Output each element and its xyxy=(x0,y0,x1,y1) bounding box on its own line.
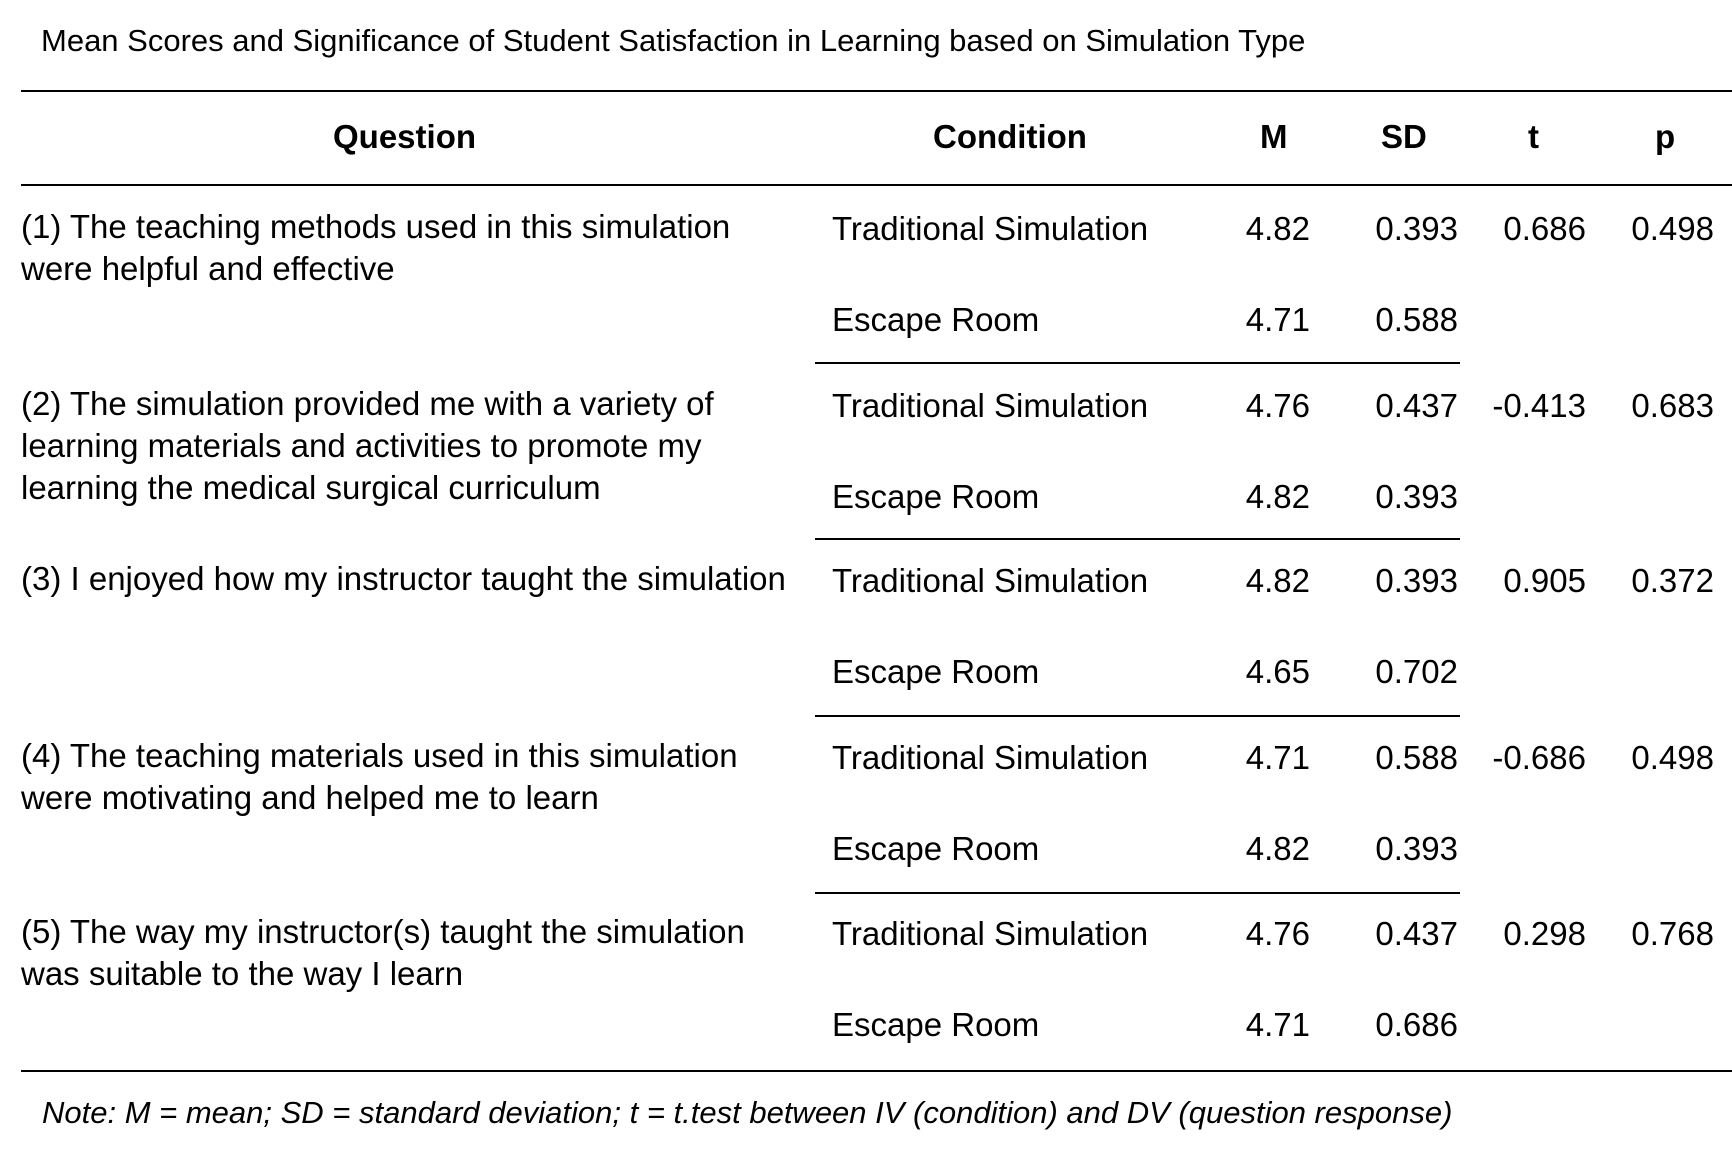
p-cell: 0.372 xyxy=(1631,562,1714,599)
question-text: (4) The teaching materials used in this … xyxy=(21,737,738,816)
mean-cell: 4.76 xyxy=(1245,915,1310,952)
group-separator xyxy=(815,362,1460,364)
group-separator xyxy=(815,715,1460,717)
sd-cell: 0.393 xyxy=(1375,210,1458,247)
p-cell: 0.498 xyxy=(1631,210,1714,247)
p-cell: 0.683 xyxy=(1631,387,1714,424)
t-cell: 0.905 xyxy=(1503,562,1586,599)
header-condition: Condition xyxy=(933,118,1087,155)
group-separator xyxy=(815,538,1460,540)
question-text: (3) I enjoyed how my instructor taught t… xyxy=(21,560,786,597)
sd-cell: 0.686 xyxy=(1375,1006,1458,1043)
header-p: p xyxy=(1655,118,1676,155)
header-rule xyxy=(21,184,1732,186)
condition-cell: Traditional Simulation xyxy=(832,387,1149,424)
mean-cell: 4.71 xyxy=(1245,739,1310,776)
mean-cell: 4.65 xyxy=(1245,653,1310,690)
table-caption: Mean Scores and Significance of Student … xyxy=(41,23,1306,58)
question-text: (2) The simulation provided me with a va… xyxy=(21,385,714,506)
header-question: Question xyxy=(333,118,477,155)
t-cell: 0.686 xyxy=(1503,210,1586,247)
sd-cell: 0.702 xyxy=(1375,653,1458,690)
t-cell: -0.413 xyxy=(1492,387,1586,424)
sd-cell: 0.437 xyxy=(1375,387,1458,424)
top-rule xyxy=(21,90,1732,92)
condition-cell: Escape Room xyxy=(832,301,1040,338)
bottom-rule xyxy=(21,1070,1732,1072)
t-cell: 0.298 xyxy=(1503,915,1586,952)
condition-cell: Escape Room xyxy=(832,478,1040,515)
sd-cell: 0.393 xyxy=(1375,562,1458,599)
mean-cell: 4.82 xyxy=(1245,830,1310,867)
p-cell: 0.498 xyxy=(1631,739,1714,776)
question-text: (1) The teaching methods used in this si… xyxy=(21,208,731,287)
sd-cell: 0.393 xyxy=(1375,478,1458,515)
question-text: (5) The way my instructor(s) taught the … xyxy=(21,913,745,992)
condition-cell: Traditional Simulation xyxy=(832,739,1149,776)
mean-cell: 4.82 xyxy=(1245,478,1310,515)
mean-cell: 4.82 xyxy=(1245,562,1310,599)
header-sd: SD xyxy=(1381,118,1427,155)
t-cell: -0.686 xyxy=(1492,739,1586,776)
p-cell: 0.768 xyxy=(1631,915,1714,952)
header-m: M xyxy=(1260,118,1288,155)
header-t: t xyxy=(1528,118,1539,155)
condition-cell: Traditional Simulation xyxy=(832,562,1149,599)
sd-cell: 0.393 xyxy=(1375,830,1458,867)
condition-cell: Escape Room xyxy=(832,1006,1040,1043)
sd-cell: 0.588 xyxy=(1375,301,1458,338)
table-note: Note: M = mean; SD = standard deviation;… xyxy=(42,1095,1453,1130)
mean-cell: 4.82 xyxy=(1245,210,1310,247)
mean-cell: 4.71 xyxy=(1245,301,1310,338)
condition-cell: Escape Room xyxy=(832,653,1040,690)
mean-cell: 4.71 xyxy=(1245,1006,1310,1043)
condition-cell: Traditional Simulation xyxy=(832,210,1149,247)
group-separator xyxy=(815,892,1460,894)
mean-cell: 4.76 xyxy=(1245,387,1310,424)
sd-cell: 0.437 xyxy=(1375,915,1458,952)
condition-cell: Escape Room xyxy=(832,830,1040,867)
condition-cell: Traditional Simulation xyxy=(832,915,1149,952)
sd-cell: 0.588 xyxy=(1375,739,1458,776)
